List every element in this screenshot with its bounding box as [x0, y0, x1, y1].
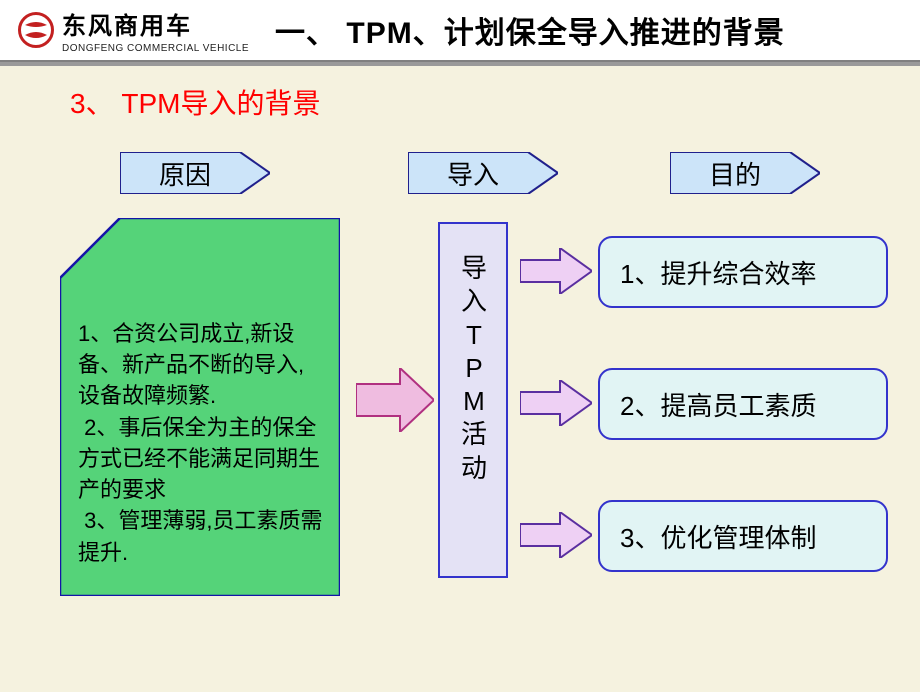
reason-text: 1、合资公司成立,新设备、新产品不断的导入,设备故障频繁. 2、事后保全为主的保…: [78, 318, 324, 568]
brand-cn: 东风商用车: [62, 6, 249, 41]
chevron-reason-label: 原因: [120, 152, 250, 194]
goal-label: 1、提升综合效率: [620, 254, 816, 291]
dongfeng-logo-icon: [18, 12, 54, 48]
section-subtitle: 3、 TPM导入的背景: [70, 82, 920, 122]
header-bar: 东风商用车 DONGFENG COMMERCIAL VEHICLE 一、 TPM…: [0, 0, 920, 62]
page-title: 一、 TPM、计划保全导入推进的背景: [275, 8, 785, 52]
chevron-import: 导入: [408, 152, 558, 194]
diagram-stage: 原因 导入 目的 1、合资公司成立,新设备、新产品不断的导入,设备故障频繁. 2…: [0, 122, 920, 692]
goal-label: 2、提高员工素质: [620, 386, 816, 423]
brand-en: DONGFENG COMMERCIAL VEHICLE: [62, 43, 249, 54]
reason-box: 1、合资公司成立,新设备、新产品不断的导入,设备故障频繁. 2、事后保全为主的保…: [60, 218, 340, 596]
goal-label: 3、优化管理体制: [620, 518, 816, 555]
goal-box-2: 2、提高员工素质: [598, 368, 888, 440]
header-divider: [0, 62, 920, 66]
arrow-to-goal-1-icon: [520, 248, 592, 299]
chevron-reason: 原因: [120, 152, 270, 194]
chevron-goal: 目的: [670, 152, 820, 194]
chevron-import-label: 导入: [408, 152, 538, 194]
chevron-goal-label: 目的: [670, 152, 800, 194]
brand-block: 东风商用车 DONGFENG COMMERCIAL VEHICLE: [18, 6, 249, 54]
arrow-to-goal-2-icon: [520, 380, 592, 431]
goal-box-1: 1、提升综合效率: [598, 236, 888, 308]
arrow-to-goal-3-icon: [520, 512, 592, 563]
center-box-label: 导入TPM活动: [448, 252, 500, 485]
goal-box-3: 3、优化管理体制: [598, 500, 888, 572]
arrow-reason-to-center-icon: [356, 368, 434, 437]
